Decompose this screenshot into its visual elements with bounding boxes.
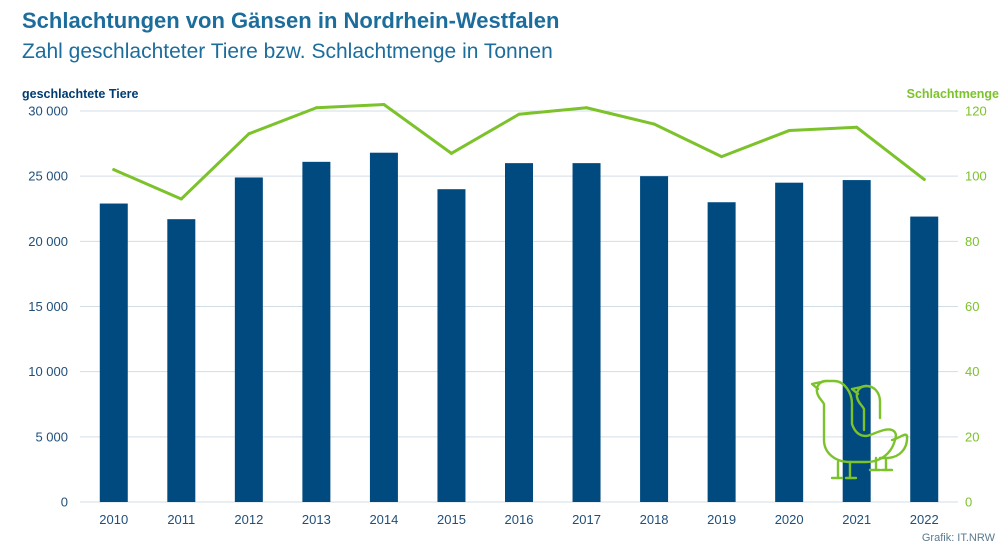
- x-tick-label: 2019: [707, 512, 736, 527]
- line-point: [922, 177, 926, 181]
- bar: [910, 216, 939, 502]
- bar: [369, 152, 398, 502]
- left-tick-label: 30 000: [28, 104, 68, 119]
- bar: [505, 163, 533, 502]
- left-tick-label: 5 000: [35, 429, 68, 444]
- bar: [167, 219, 196, 502]
- geese-icon: [810, 379, 909, 480]
- bar: [640, 176, 669, 502]
- line-point: [652, 122, 656, 126]
- line-point: [314, 106, 318, 110]
- x-tick-label: 2015: [437, 512, 466, 527]
- right-tick-label: 120: [965, 104, 987, 119]
- right-axis-title: Schlachtmenge: [906, 87, 999, 101]
- source-credit: Grafik: IT.NRW: [921, 532, 995, 544]
- x-tick-label: 2016: [505, 512, 534, 527]
- line-point: [112, 168, 116, 172]
- left-tick-label: 20 000: [28, 234, 68, 249]
- bar: [775, 182, 804, 502]
- line-point: [449, 151, 453, 155]
- bar: [842, 180, 871, 502]
- bar: [234, 177, 263, 502]
- right-tick-label: 20: [965, 429, 979, 444]
- x-tick-label: 2017: [572, 512, 601, 527]
- right-tick-label: 80: [965, 234, 979, 249]
- bar: [437, 189, 466, 502]
- bar: [707, 202, 736, 502]
- x-tick-label: 2018: [640, 512, 669, 527]
- right-tick-label: 60: [965, 299, 979, 314]
- x-tick-label: 2021: [842, 512, 871, 527]
- x-tick-label: 2022: [910, 512, 939, 527]
- line-point: [382, 102, 386, 106]
- x-tick-label: 2011: [167, 512, 195, 527]
- left-tick-label: 10 000: [28, 364, 68, 379]
- line-point: [787, 129, 791, 133]
- left-tick-label: 25 000: [28, 169, 68, 184]
- x-tick-label: 2010: [99, 512, 128, 527]
- chart-subtitle: Zahl geschlachteter Tiere bzw. Schlachtm…: [22, 40, 553, 63]
- line-point: [855, 125, 859, 129]
- x-tick-label: 2012: [234, 512, 263, 527]
- line-point: [517, 112, 521, 116]
- chart-title: Schlachtungen von Gänsen in Nordrhein-We…: [22, 8, 560, 33]
- line-point: [247, 132, 251, 136]
- left-tick-label: 0: [61, 495, 68, 510]
- line-point: [720, 155, 724, 159]
- x-tick-label: 2020: [775, 512, 804, 527]
- bar: [302, 161, 331, 502]
- bar: [99, 203, 128, 502]
- right-tick-label: 40: [965, 364, 979, 379]
- right-tick-label: 100: [965, 169, 987, 184]
- x-tick-label: 2014: [369, 512, 398, 527]
- line-point: [179, 197, 183, 201]
- left-tick-label: 15 000: [28, 299, 68, 314]
- x-tick-label: 2013: [302, 512, 331, 527]
- line-point: [585, 106, 589, 110]
- bar: [572, 163, 601, 502]
- left-axis-title: geschlachtete Tiere: [22, 87, 139, 101]
- right-tick-label: 0: [965, 495, 972, 510]
